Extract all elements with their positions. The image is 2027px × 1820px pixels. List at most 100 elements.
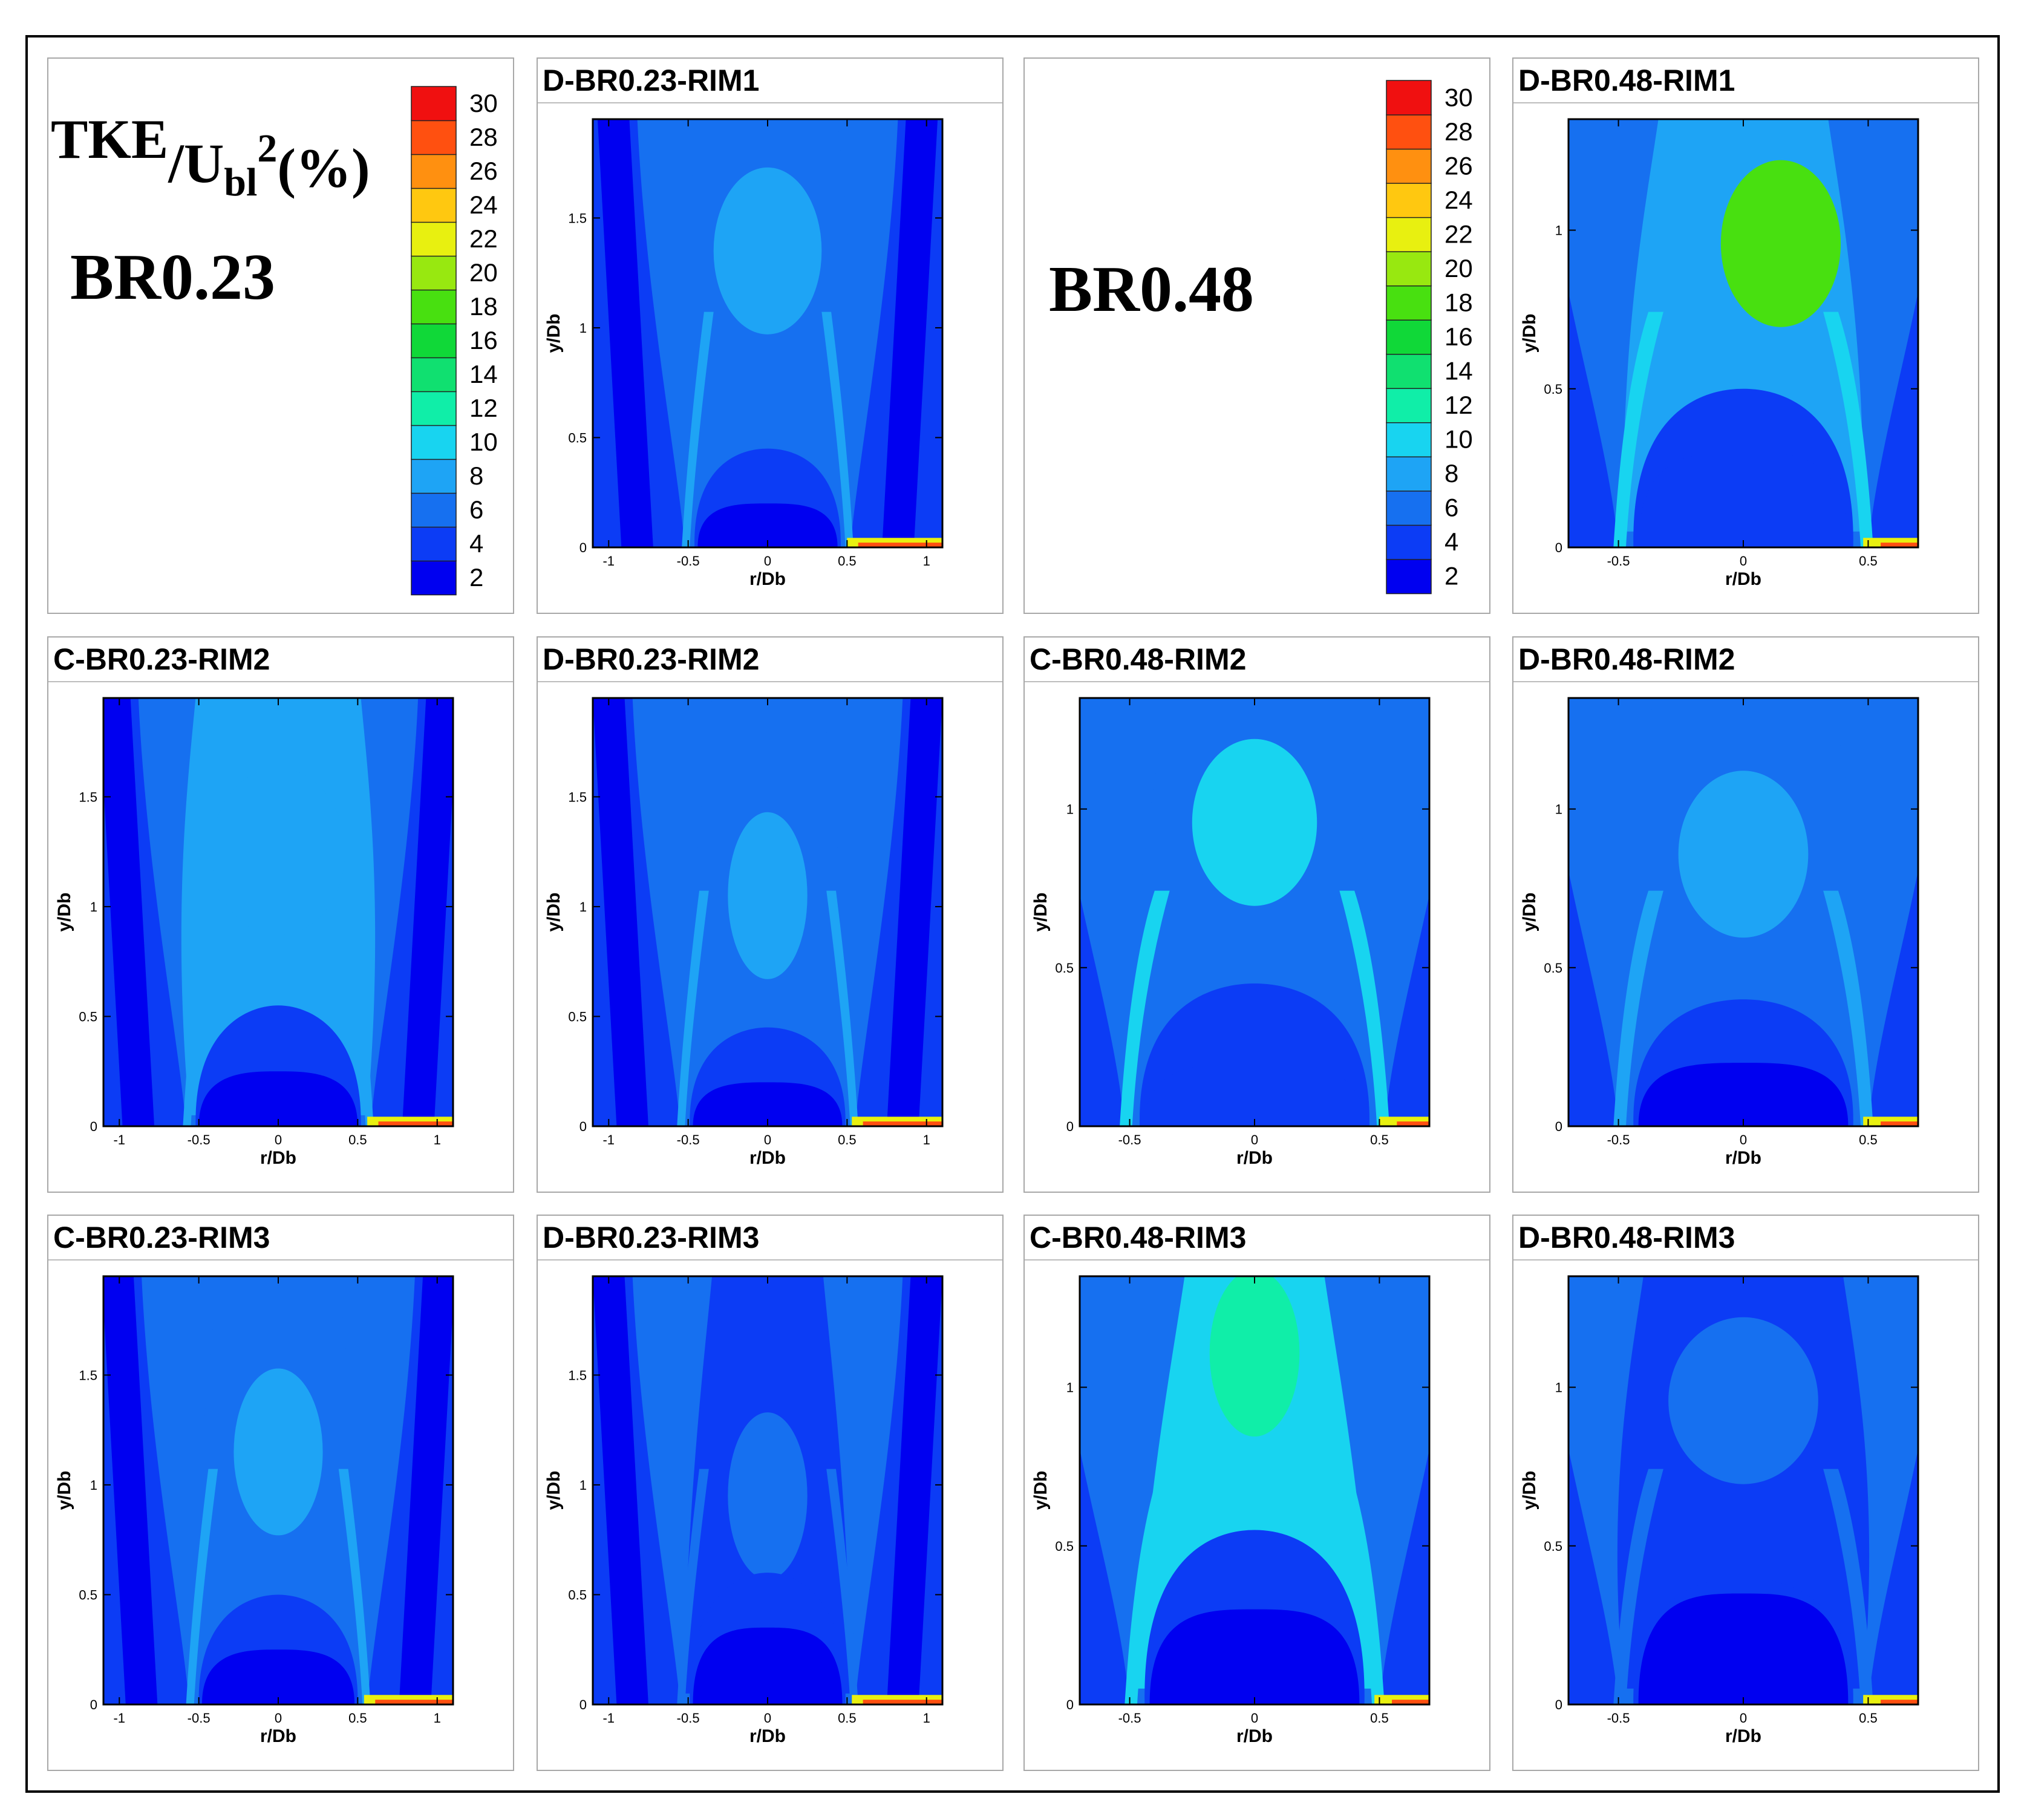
tke-peak-lobe: [728, 1412, 808, 1580]
x-tick-label: -0.5: [1607, 1132, 1630, 1147]
y-axis-label: y/Db: [544, 892, 564, 931]
wall-column-left: [597, 119, 653, 547]
x-tick-label: 0.5: [1370, 1132, 1389, 1147]
contour-plot: -1 -0.5 0 0.5 1 0 0.5 1 1.5 r/Db y/Db: [544, 697, 944, 1168]
contour-plot: -1 -0.5 0 0.5 1 0 0.5 1 1.5 r/Db y/Db: [544, 1275, 944, 1746]
x-tick-label: -1: [602, 553, 615, 569]
legend-panel-br048: BR0.48 2 4 6 8 10 12 14 16 18 20 22 24 26 28 30: [1023, 57, 1490, 614]
y-tick-label: 0: [579, 540, 587, 555]
y-axis-label: y/Db: [54, 1470, 74, 1510]
y-tick-label: 0: [1555, 1697, 1562, 1712]
y-tick-label: 1.5: [79, 1368, 97, 1383]
colorbar-tick-label: 24: [1444, 186, 1473, 214]
x-tick-label: 0: [275, 1711, 282, 1726]
x-axis-label: r/Db: [1725, 1726, 1761, 1746]
shear-layer-right: [826, 1469, 858, 1704]
shear-layer-left: [183, 890, 215, 1126]
shear-layer-left: [1120, 890, 1170, 1126]
legend-quantity-label: TKE/Ubl2(%): [51, 107, 370, 204]
shear-layer-right: [1334, 1469, 1385, 1704]
colorbar-swatch-18: [411, 289, 457, 325]
wall-hotspot-peak: [1881, 543, 1918, 547]
y-tick-label: 0: [1066, 1697, 1074, 1712]
wall-hotspot-peak: [858, 543, 942, 547]
y-tick-label: 1: [579, 321, 587, 336]
colorbar-tick-label: 8: [1444, 459, 1458, 488]
colorbar-swatch-20: [411, 255, 457, 291]
colorbar-swatch-20: [1386, 250, 1432, 287]
x-tick-label: -0.5: [1607, 1711, 1630, 1726]
group-label-br048: BR0.48: [1049, 253, 1255, 325]
colorbar-tick-label: 28: [1444, 117, 1473, 146]
x-tick-label: 0: [764, 1132, 771, 1147]
colorbar-swatch-14: [1386, 353, 1432, 390]
y-tick-label: 0: [1555, 1119, 1562, 1134]
colorbar-swatch-10: [1386, 422, 1432, 458]
x-tick-label: -1: [602, 1711, 615, 1726]
bottom-region: [697, 503, 838, 547]
legend-label-sup: 2: [257, 126, 278, 171]
bottom-region: [1638, 1063, 1849, 1126]
colorbar-tick-label: 4: [469, 529, 483, 558]
shear-layer-right: [1823, 1469, 1873, 1704]
shear-layer-right: [338, 1469, 371, 1704]
contour-plot: -0.5 0 0.5 0 0.5 1 r/Db y/Db: [1031, 1275, 1431, 1746]
colorbar-swatch-24: [1386, 182, 1432, 218]
bottom-region: [1149, 1609, 1360, 1704]
y-tick-label: 1: [90, 899, 97, 915]
x-tick-label: 0: [1740, 1132, 1747, 1147]
colorbar-swatch-8: [411, 458, 457, 494]
wall-hotspot-peak: [863, 1700, 942, 1704]
panel-title: C-BR0.48-RIM2: [1025, 638, 1489, 682]
x-tick-label: -0.5: [188, 1711, 211, 1726]
wall-column-right: [887, 698, 942, 1126]
x-tick-label: 1: [434, 1132, 441, 1147]
plot-panel-d-br048-rim3: D-BR0.48-RIM3 -0.5 0 0.5 0 0.5 1 r/Db y/Db: [1512, 1215, 1979, 1771]
panel-title: D-BR0.48-RIM3: [1513, 1216, 1978, 1261]
x-axis-label: r/Db: [1236, 1148, 1273, 1168]
shear-layer-right: [1823, 311, 1873, 547]
colorbar-swatch-12: [411, 391, 457, 426]
shear-layer-left: [677, 1469, 709, 1704]
colorbar-swatch-22: [1386, 217, 1432, 252]
y-tick-label: 1: [579, 1478, 587, 1493]
wall-column-left: [103, 698, 155, 1126]
colorbar-swatch-28: [1386, 114, 1432, 150]
colorbar-tick-label: 20: [1444, 254, 1473, 282]
shear-layer-right: [826, 890, 858, 1126]
bottom-region: [1638, 452, 1849, 547]
figure-frame: [25, 35, 2000, 1793]
colorbar-swatch-26: [411, 154, 457, 189]
y-tick-label: 0: [90, 1697, 97, 1712]
colorbar-swatch-24: [411, 188, 457, 223]
colorbar-tick-label: 20: [469, 258, 498, 287]
colorbar-swatch-22: [411, 221, 457, 257]
y-tick-label: 1.5: [568, 210, 587, 226]
bottom-region: [1638, 1593, 1849, 1704]
colorbar-tick-label: 30: [469, 89, 498, 117]
plot-panel-c-br023-rim3: C-BR0.23-RIM3 -1 -0.5 0 0.5 1 0 0.5 1 1.5 r/Db y/D…: [47, 1215, 514, 1771]
x-tick-label: -0.5: [677, 1711, 700, 1726]
tke-peak-lobe: [728, 812, 808, 979]
y-tick-label: 0.5: [568, 430, 587, 445]
x-tick-label: 0: [275, 1132, 282, 1147]
colorbar-swatch-6: [1386, 490, 1432, 526]
tke-peak-lobe: [1668, 1317, 1818, 1484]
y-tick-label: 1: [1066, 802, 1074, 817]
y-axis-label: y/Db: [1031, 892, 1051, 931]
tke-peak-lobe: [211, 768, 345, 936]
wall-column-right: [887, 1276, 942, 1704]
wall-hotspot-peak: [1392, 1700, 1429, 1704]
y-axis-label: y/Db: [1031, 1470, 1051, 1510]
colorbar-tick-label: 14: [1444, 357, 1473, 385]
legend-label-denom: /U: [168, 132, 224, 194]
colorbar-swatch-18: [1386, 285, 1432, 321]
colorbar-tick-label: 18: [1444, 288, 1473, 316]
x-tick-label: 0: [764, 1711, 771, 1726]
y-tick-label: 1: [1555, 1380, 1562, 1395]
y-tick-label: 0: [90, 1119, 97, 1134]
contour-field: [103, 1276, 453, 1704]
wall-hotspot-peak: [863, 1121, 942, 1126]
plot-panel-d-br023-rim2: D-BR0.23-RIM2 -1 -0.5 0 0.5 1 0 0.5 1 1.5 r/Db y/D…: [537, 636, 1004, 1193]
